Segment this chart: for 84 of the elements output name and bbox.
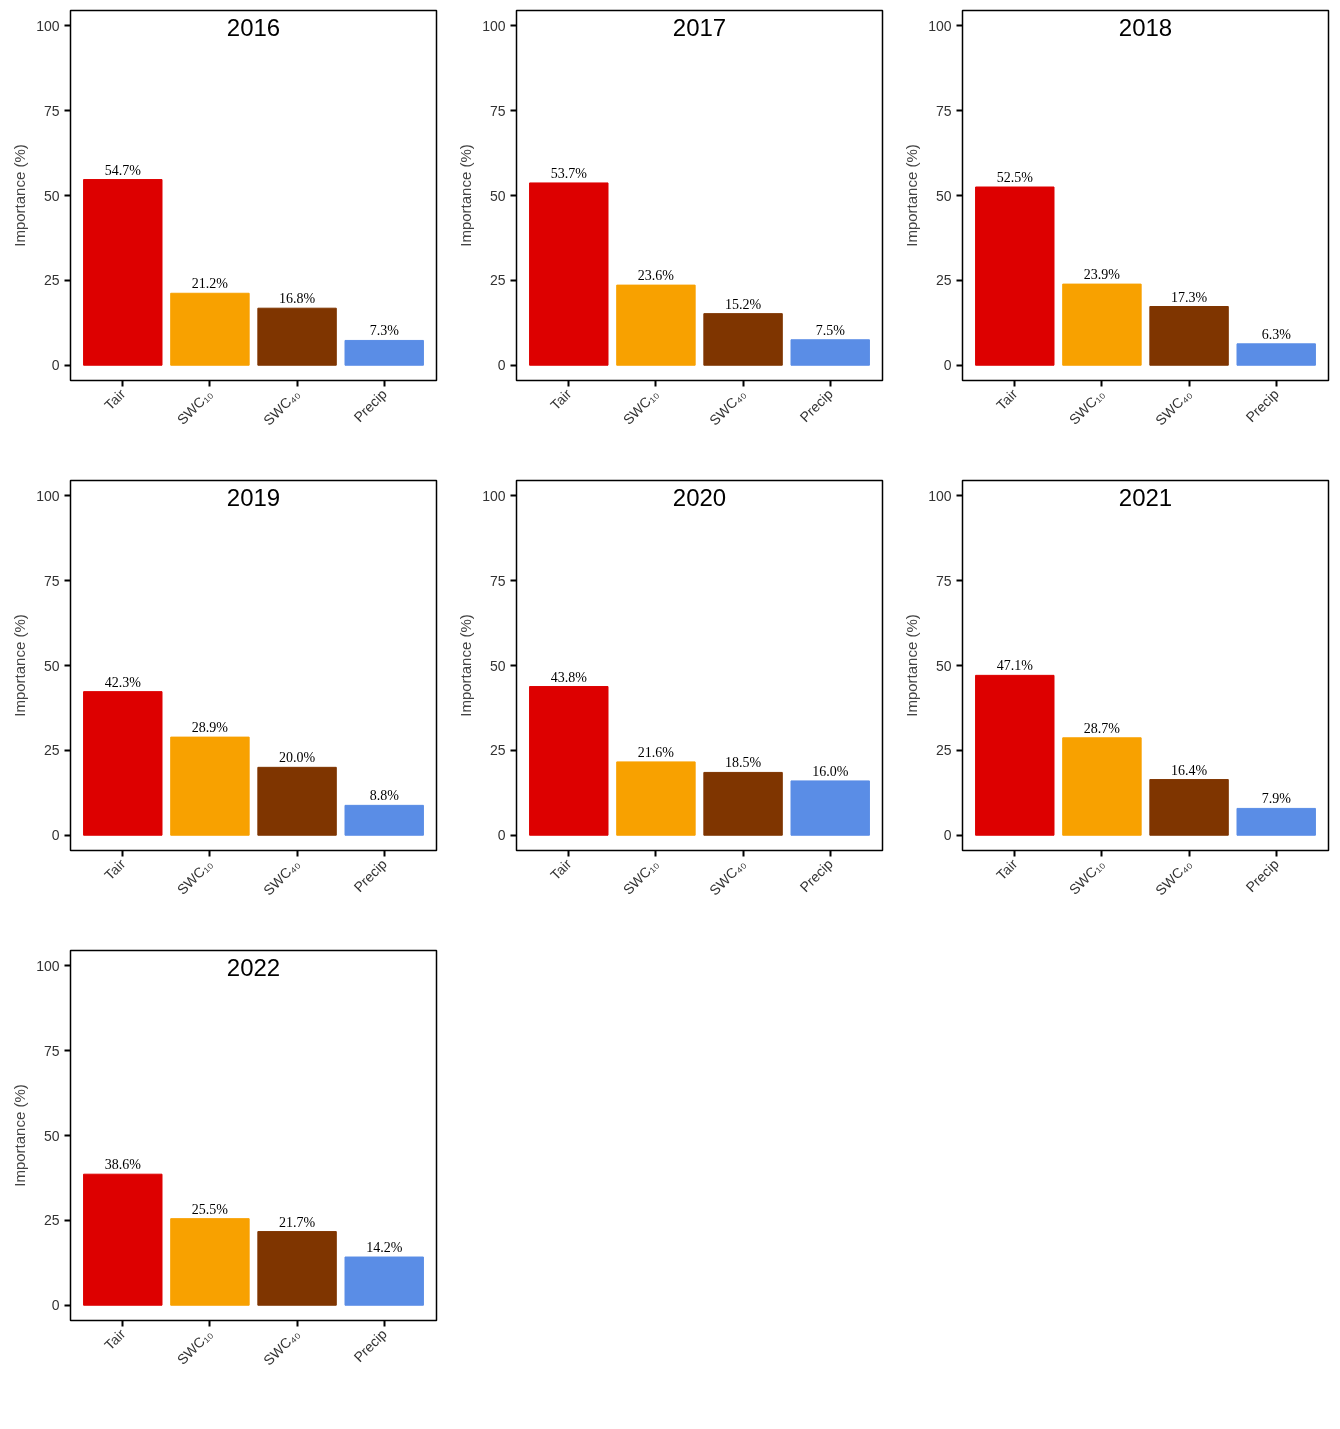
data-label: 43.8% xyxy=(550,669,588,685)
data-label: 20.0% xyxy=(278,750,316,766)
y-tick-label: 0 xyxy=(943,357,952,374)
x-tick-label: Tair xyxy=(547,855,575,884)
y-tick-label: 75 xyxy=(43,1042,60,1059)
y-tick-label: 0 xyxy=(51,1297,60,1314)
chart-title: 2017 xyxy=(672,13,727,41)
data-label: 42.3% xyxy=(104,674,142,690)
y-tick-label: 25 xyxy=(489,742,506,759)
data-label: 16.4% xyxy=(1170,762,1208,778)
data-label: 28.9% xyxy=(191,720,229,736)
x-tick-label: Tair xyxy=(101,855,129,884)
y-tick-label: 100 xyxy=(482,487,506,504)
data-label: 28.7% xyxy=(1083,720,1121,736)
data-label: 8.8% xyxy=(369,788,400,804)
data-label: 21.6% xyxy=(637,744,675,760)
data-label: 23.9% xyxy=(1083,267,1121,283)
y-tick-label: 50 xyxy=(489,657,506,674)
x-tick-label: Tair xyxy=(993,385,1021,414)
y-axis-title: Importance (%) xyxy=(11,144,29,247)
data-label: 7.3% xyxy=(369,323,400,339)
y-tick-label: 75 xyxy=(935,572,952,589)
data-label: 7.9% xyxy=(1261,791,1292,807)
y-tick-label: 0 xyxy=(51,357,60,374)
y-tick-label: 50 xyxy=(935,657,952,674)
y-tick-label: 50 xyxy=(43,1127,60,1144)
data-label: 16.8% xyxy=(278,291,316,307)
data-label: 6.3% xyxy=(1261,326,1292,342)
data-label: 53.7% xyxy=(550,165,588,181)
y-tick-label: 50 xyxy=(935,187,952,204)
y-axis-title: Importance (%) xyxy=(457,614,475,717)
y-tick-label: 50 xyxy=(43,187,60,204)
y-tick-label: 25 xyxy=(43,742,60,759)
y-axis-title: Importance (%) xyxy=(11,614,29,717)
chart-title: 2016 xyxy=(226,13,281,41)
data-label: 54.7% xyxy=(104,162,142,178)
data-label: 17.3% xyxy=(1170,289,1208,305)
y-axis-title: Importance (%) xyxy=(11,1084,29,1187)
y-tick-label: 100 xyxy=(482,17,506,34)
y-tick-label: 75 xyxy=(43,102,60,119)
y-tick-label: 0 xyxy=(943,827,952,844)
chart-title: 2021 xyxy=(1118,483,1173,511)
data-label: 14.2% xyxy=(366,1240,403,1256)
y-tick-label: 75 xyxy=(489,572,506,589)
y-tick-label: 100 xyxy=(928,487,952,504)
data-label: 52.5% xyxy=(996,170,1034,186)
x-tick-label: Tair xyxy=(101,385,129,414)
x-tick-label: Tair xyxy=(993,855,1021,884)
data-label: 15.2% xyxy=(724,296,762,312)
y-tick-label: 25 xyxy=(935,742,952,759)
data-label: 38.6% xyxy=(104,1157,142,1173)
y-tick-label: 0 xyxy=(51,827,60,844)
y-tick-label: 25 xyxy=(43,272,60,289)
x-tick-label: Tair xyxy=(101,1325,129,1354)
y-tick-label: 100 xyxy=(928,17,952,34)
y-tick-label: 100 xyxy=(36,487,60,504)
y-axis-title: Importance (%) xyxy=(903,144,921,247)
y-tick-label: 25 xyxy=(43,1212,60,1229)
y-axis-title: Importance (%) xyxy=(457,144,475,247)
x-tick-label: Tair xyxy=(547,385,575,414)
chart-title: 2018 xyxy=(1118,13,1173,41)
data-label: 25.5% xyxy=(191,1201,229,1217)
y-axis-title: Importance (%) xyxy=(903,614,921,717)
chart-title: 2020 xyxy=(672,483,727,511)
y-tick-label: 0 xyxy=(497,827,506,844)
y-tick-label: 25 xyxy=(935,272,952,289)
y-tick-label: 75 xyxy=(935,102,952,119)
y-tick-label: 50 xyxy=(43,657,60,674)
y-tick-label: 50 xyxy=(489,187,506,204)
data-label: 21.7% xyxy=(278,1214,316,1230)
data-label: 16.0% xyxy=(812,763,849,779)
y-tick-label: 100 xyxy=(36,17,60,34)
y-tick-label: 75 xyxy=(489,102,506,119)
data-label: 21.2% xyxy=(191,276,229,292)
chart-title: 2022 xyxy=(226,953,281,981)
data-label: 23.6% xyxy=(637,268,675,284)
data-label: 18.5% xyxy=(724,755,762,771)
y-tick-label: 0 xyxy=(497,357,506,374)
y-tick-label: 25 xyxy=(489,272,506,289)
y-tick-label: 100 xyxy=(36,957,60,974)
data-label: 47.1% xyxy=(996,658,1034,674)
y-tick-label: 75 xyxy=(43,572,60,589)
chart-title: 2019 xyxy=(226,483,281,511)
data-label: 7.5% xyxy=(815,322,846,338)
